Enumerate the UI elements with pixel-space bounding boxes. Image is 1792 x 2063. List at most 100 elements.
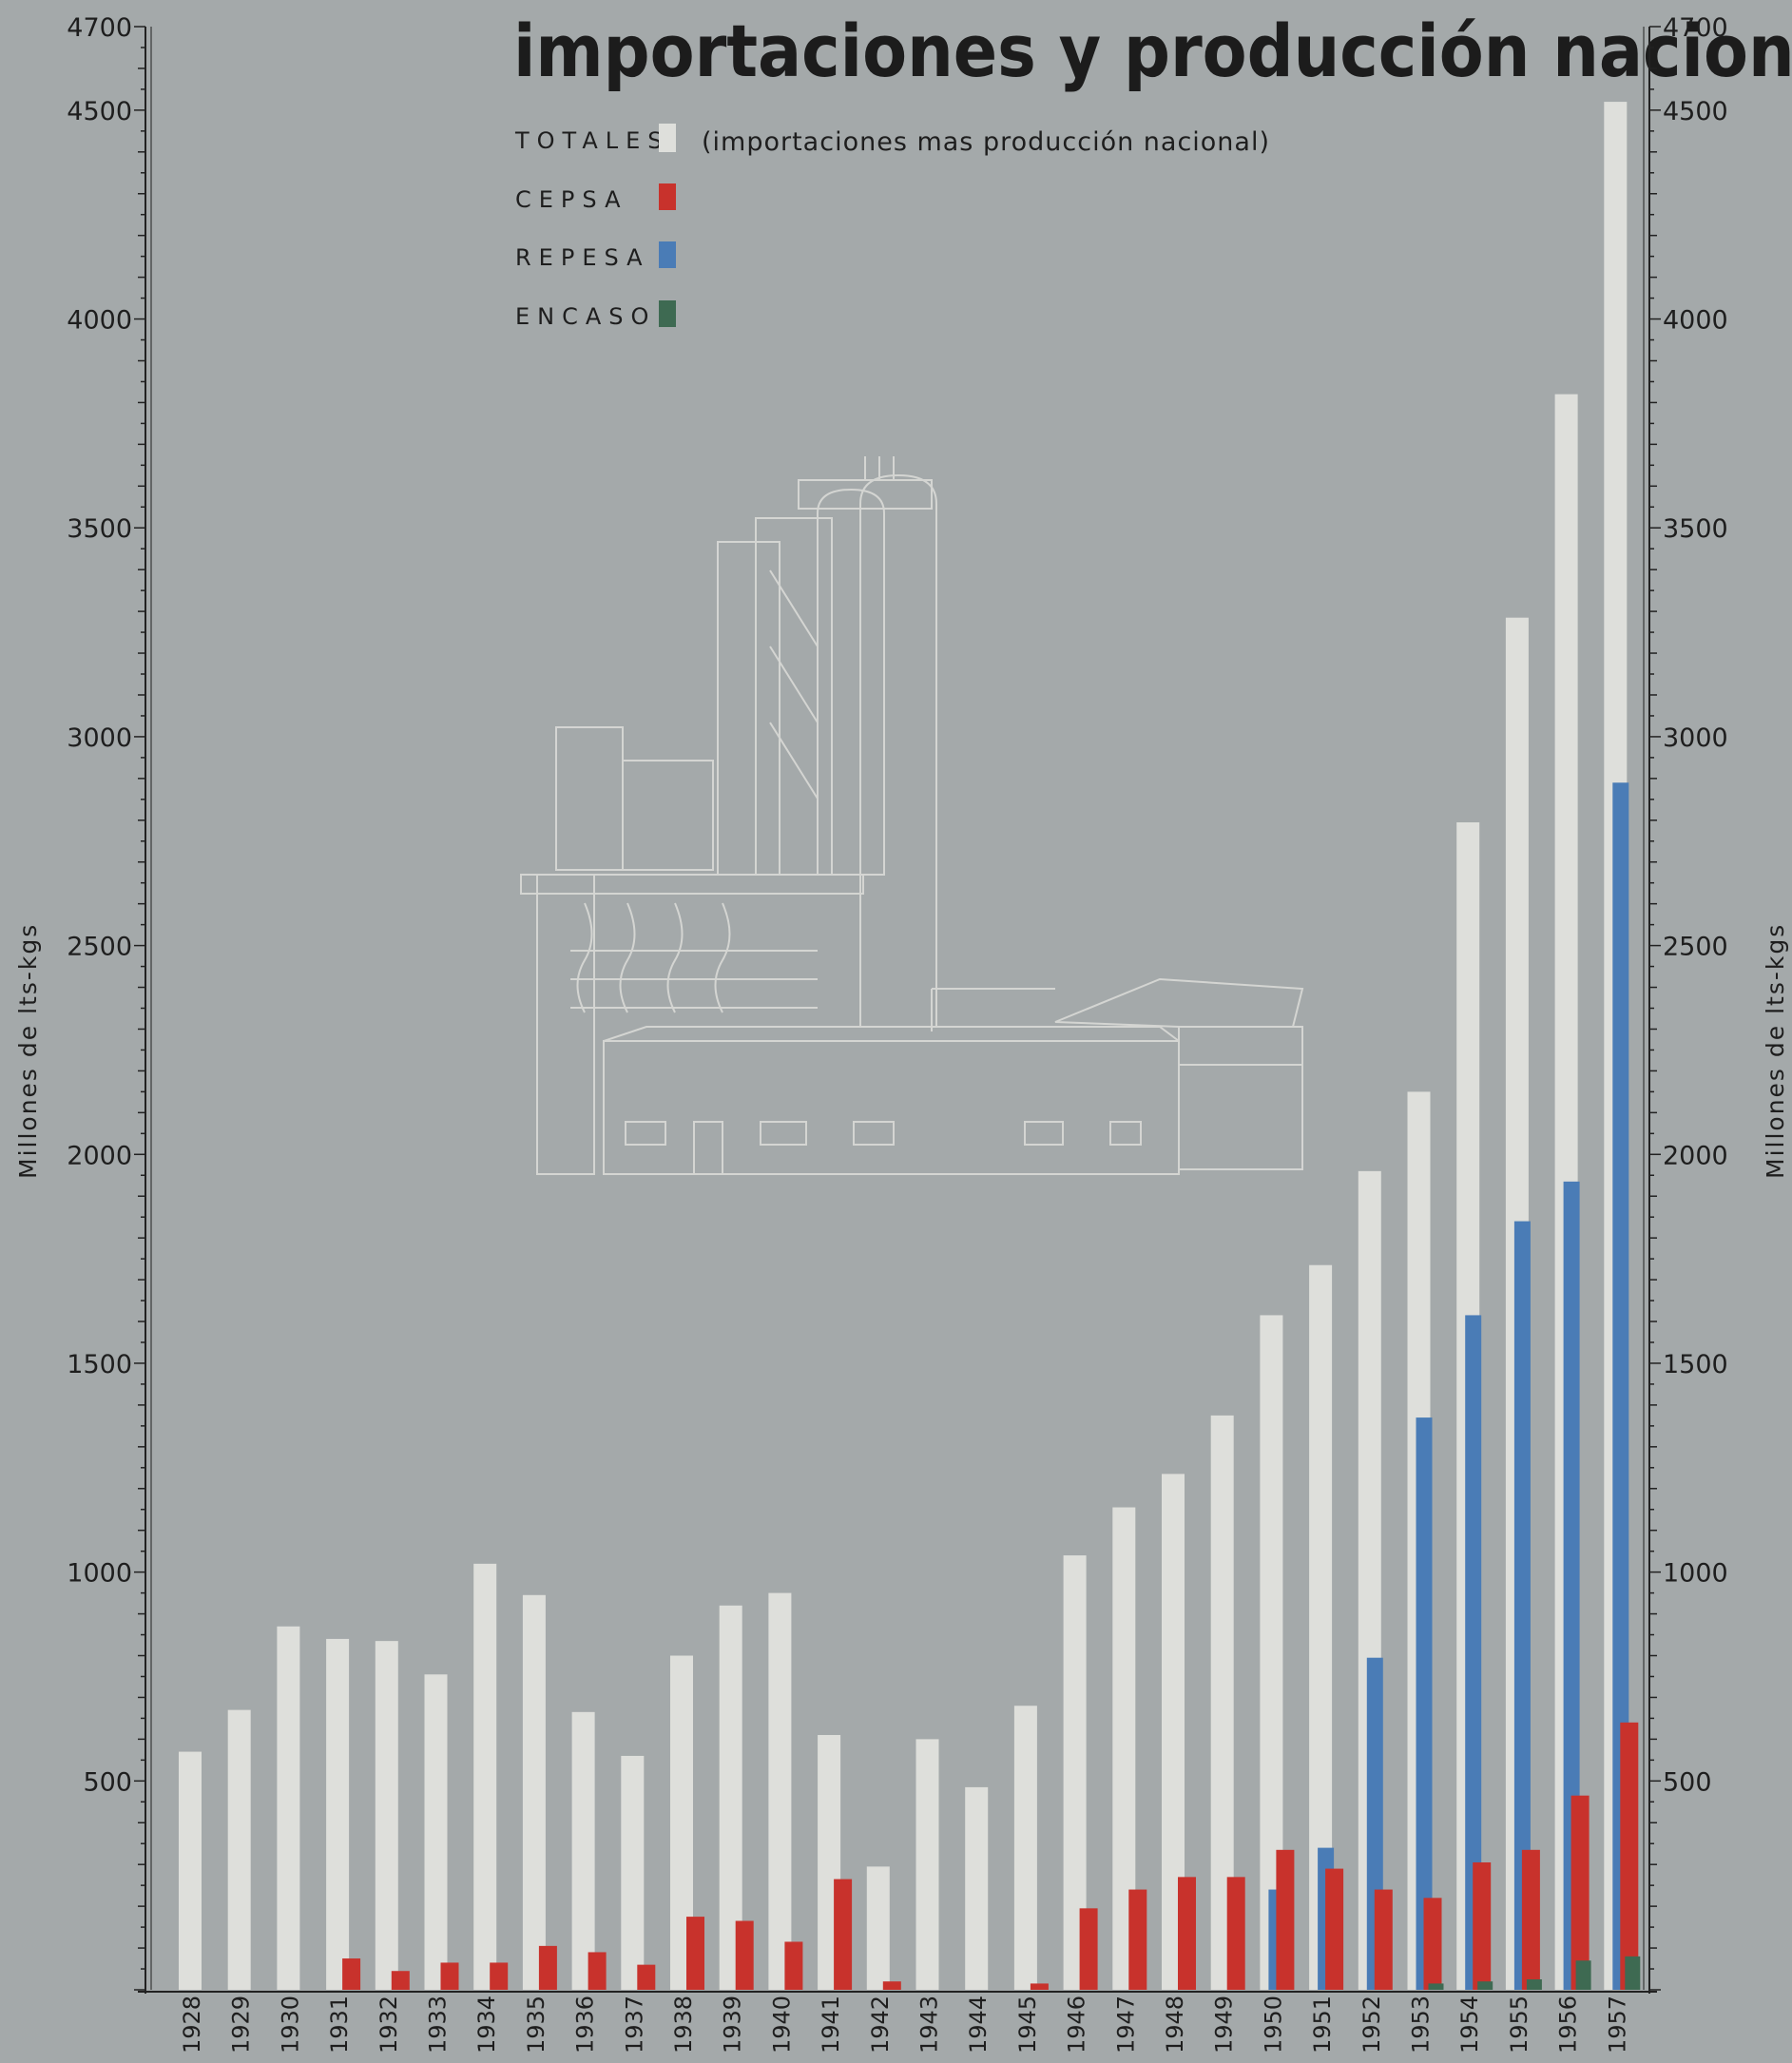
bar-encaso [1575, 1960, 1591, 1990]
y-tick-label-right: 500 [1663, 1767, 1712, 1797]
bar-totales [621, 1755, 645, 1990]
x-tick-label: 1935 [523, 1996, 549, 2053]
axes: 500 500 1000 1000 1500 1500 2000 2000 2500 2500 30… [67, 13, 1728, 1994]
x-tick-label: 1937 [621, 1996, 647, 2053]
y-tick-label-right: 3500 [1663, 514, 1728, 544]
legend-label-totales: TOTALES [514, 127, 670, 154]
x-axis-labels: 1928 1929 1930 1931 1932 1933 1934 1935 1936 1937… [179, 1996, 1630, 2053]
bar-totales [522, 1594, 546, 1990]
y-tick-label-right: 4000 [1663, 306, 1728, 336]
bar-totales [965, 1786, 989, 1990]
bar-cepsa [686, 1917, 704, 1990]
bar-totales [915, 1739, 939, 1990]
bar-totales [326, 1638, 350, 1990]
x-tick-label: 1936 [572, 1996, 599, 2053]
bar-cepsa [1030, 1983, 1049, 1990]
x-tick-label: 1955 [1506, 1996, 1532, 2053]
bar-repesa [1563, 1181, 1580, 1990]
y-tick-label-left: 2500 [67, 933, 132, 962]
x-tick-label: 1957 [1604, 1996, 1630, 2053]
y-tick-label-left: 2000 [67, 1141, 132, 1170]
x-tick-label: 1950 [1260, 1996, 1286, 2053]
chart-title: importaciones y producción nacional [513, 9, 1792, 93]
x-tick-label: 1938 [670, 1996, 697, 2053]
bar-cepsa [440, 1962, 459, 1990]
bar-repesa [1465, 1315, 1482, 1990]
x-tick-label: 1934 [473, 1996, 500, 2053]
bar-totales [179, 1751, 202, 1990]
y-tick-label-right: 1500 [1663, 1350, 1728, 1379]
bar-encaso [1477, 1981, 1493, 1990]
bar-totales [424, 1674, 448, 1990]
bar-cepsa [1570, 1795, 1590, 1990]
bar-totales [571, 1711, 595, 1990]
y-tick-label-right: 3000 [1663, 723, 1728, 753]
bar-cepsa [1276, 1849, 1295, 1990]
bar-totales [866, 1866, 890, 1990]
x-tick-label: 1947 [1112, 1996, 1139, 2053]
x-tick-label: 1941 [818, 1996, 844, 2053]
bar-repesa [1416, 1417, 1433, 1990]
x-tick-label: 1946 [1064, 1996, 1090, 2053]
y-tick-label-right: 4500 [1663, 97, 1728, 126]
x-tick-label: 1930 [277, 1996, 303, 2053]
bar-totales [277, 1626, 300, 1990]
bar-cepsa [1473, 1861, 1492, 1990]
bar-cepsa [588, 1952, 607, 1990]
bar-totales [1013, 1706, 1037, 1990]
x-tick-label: 1943 [916, 1996, 943, 2053]
x-tick-label: 1948 [1162, 1996, 1188, 2053]
y-tick-label-left: 1000 [67, 1559, 132, 1589]
y-tick-label-right: 4700 [1663, 13, 1728, 43]
legend-swatch-cepsa [659, 183, 676, 210]
bar-totales [768, 1592, 792, 1990]
bar-encaso [1526, 1979, 1542, 1990]
bar-cepsa [1079, 1908, 1098, 1990]
legend-note: (importaciones mas producción nacional) [702, 127, 1270, 157]
x-tick-label: 1951 [1309, 1996, 1336, 2053]
bar-cepsa [1374, 1889, 1393, 1990]
y-axis-title-right: Millones de lts-kgs [1762, 923, 1789, 1179]
x-tick-label: 1954 [1456, 1996, 1483, 2053]
legend-swatch-encaso [659, 300, 676, 327]
bar-encaso [1625, 1956, 1641, 1990]
bar-repesa [1612, 782, 1629, 1991]
legend-swatch-repesa [659, 241, 676, 268]
legend-label-cepsa: CEPSA [515, 186, 628, 213]
x-tick-label: 1945 [1014, 1996, 1041, 2053]
bar-encaso [1428, 1983, 1444, 1990]
bar-cepsa [538, 1945, 557, 1990]
bar-cepsa [1178, 1877, 1196, 1990]
bar-cepsa [1423, 1898, 1442, 1990]
y-tick-label-left: 3000 [67, 723, 132, 753]
x-tick-label: 1944 [965, 1996, 992, 2053]
x-tick-label: 1939 [720, 1996, 746, 2053]
legend-swatch-totales [659, 124, 676, 152]
bar-repesa [1513, 1221, 1531, 1990]
x-tick-label: 1949 [1211, 1996, 1238, 2053]
y-tick-label-left: 500 [83, 1767, 132, 1797]
bar-cepsa [784, 1941, 803, 1990]
bar-cepsa [882, 1981, 901, 1990]
bar-cepsa [834, 1879, 853, 1990]
x-tick-label: 1929 [228, 1996, 255, 2053]
bar-cepsa [342, 1958, 361, 1990]
legend: TOTALES (importaciones mas producción na… [514, 124, 1270, 330]
x-tick-label: 1928 [179, 1996, 205, 2053]
bar-cepsa [1128, 1889, 1147, 1990]
bars [179, 102, 1641, 1991]
y-tick-label-right: 2000 [1663, 1141, 1728, 1170]
bar-cepsa [1521, 1849, 1540, 1990]
bar-cepsa [1226, 1877, 1245, 1990]
x-tick-label: 1933 [425, 1996, 452, 2053]
y-tick-label-left: 1500 [67, 1350, 132, 1379]
bar-totales [473, 1563, 497, 1990]
bar-cepsa [490, 1962, 509, 1990]
y-tick-label-left: 3500 [67, 514, 132, 544]
bar-totales [227, 1709, 251, 1990]
y-tick-label-left: 4000 [67, 306, 132, 336]
y-tick-label-left: 4700 [67, 13, 132, 43]
x-tick-label: 1942 [867, 1996, 894, 2053]
x-tick-label: 1940 [768, 1996, 795, 2053]
